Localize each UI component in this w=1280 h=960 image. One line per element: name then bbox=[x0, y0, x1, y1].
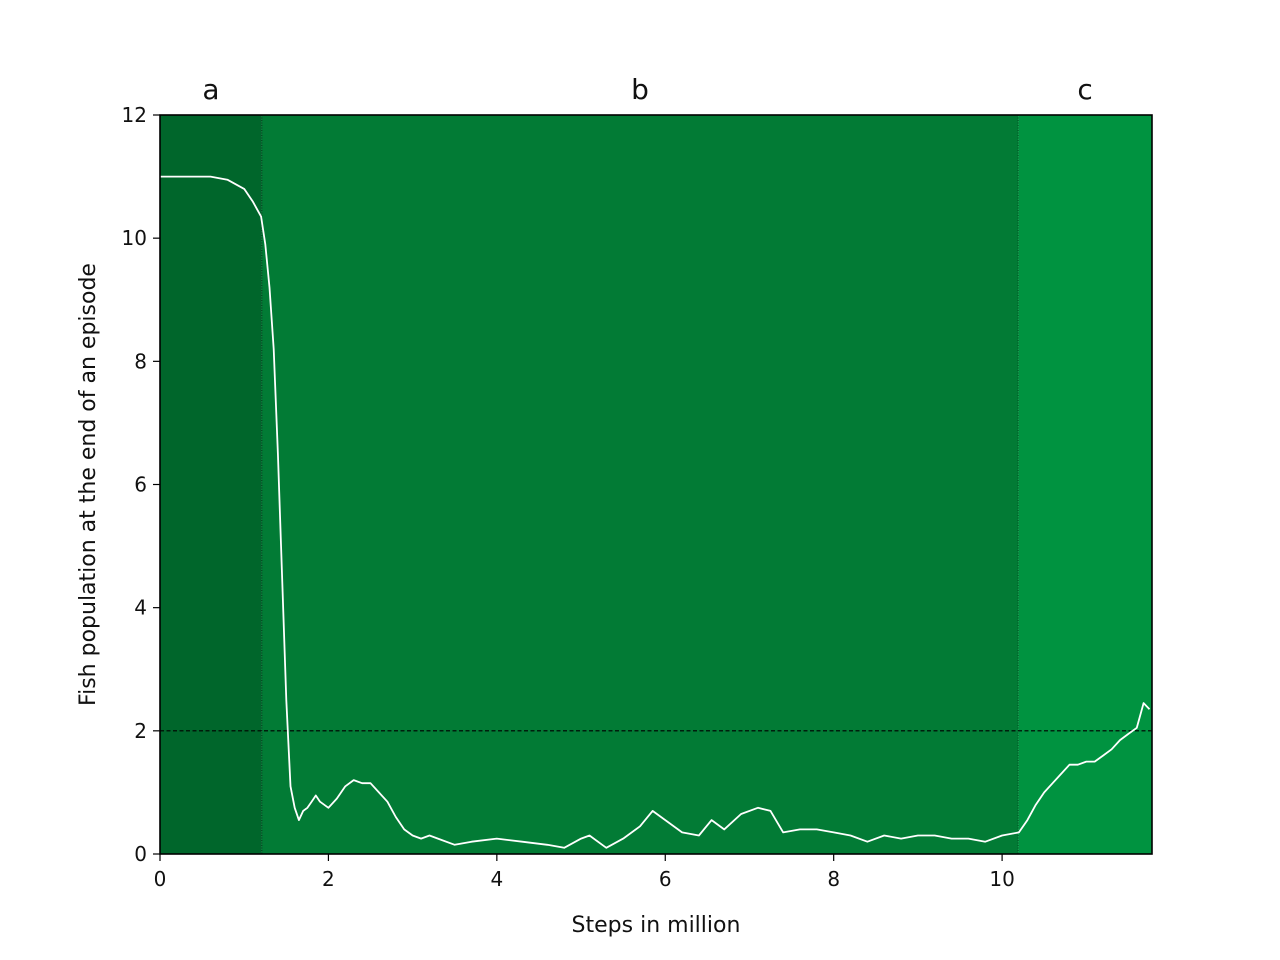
x-tick-label: 6 bbox=[659, 867, 672, 891]
phase-label-c: c bbox=[1077, 73, 1092, 106]
y-axis: 0 2 4 6 8 10 12 bbox=[122, 103, 160, 866]
phase-label-a: a bbox=[202, 73, 219, 106]
phase-band-c bbox=[1018, 115, 1152, 854]
x-axis-label: Steps in million bbox=[572, 913, 741, 938]
y-tick-label: 8 bbox=[134, 349, 147, 373]
y-tick-label: 2 bbox=[134, 719, 147, 743]
x-tick-label: 8 bbox=[827, 867, 840, 891]
x-tick-label: 0 bbox=[154, 867, 167, 891]
series-line bbox=[160, 175, 1151, 849]
x-axis: 0 2 4 6 8 10 bbox=[154, 854, 1015, 891]
x-tick-label: 2 bbox=[322, 867, 335, 891]
x-tick-label: 10 bbox=[989, 867, 1014, 891]
phase-bands bbox=[160, 115, 1152, 854]
y-axis-label: Fish population at the end of an episode bbox=[76, 263, 101, 706]
x-tick-label: 4 bbox=[490, 867, 503, 891]
y-tick-label: 0 bbox=[134, 842, 147, 866]
y-tick-label: 12 bbox=[122, 103, 147, 127]
phase-band-b bbox=[261, 115, 1019, 854]
phase-label-b: b bbox=[631, 73, 649, 106]
phase-labels: a b c bbox=[202, 73, 1092, 106]
y-tick-label: 10 bbox=[122, 226, 147, 250]
phase-band-a bbox=[160, 115, 262, 854]
y-tick-label: 4 bbox=[134, 596, 147, 620]
y-tick-label: 6 bbox=[134, 473, 147, 497]
